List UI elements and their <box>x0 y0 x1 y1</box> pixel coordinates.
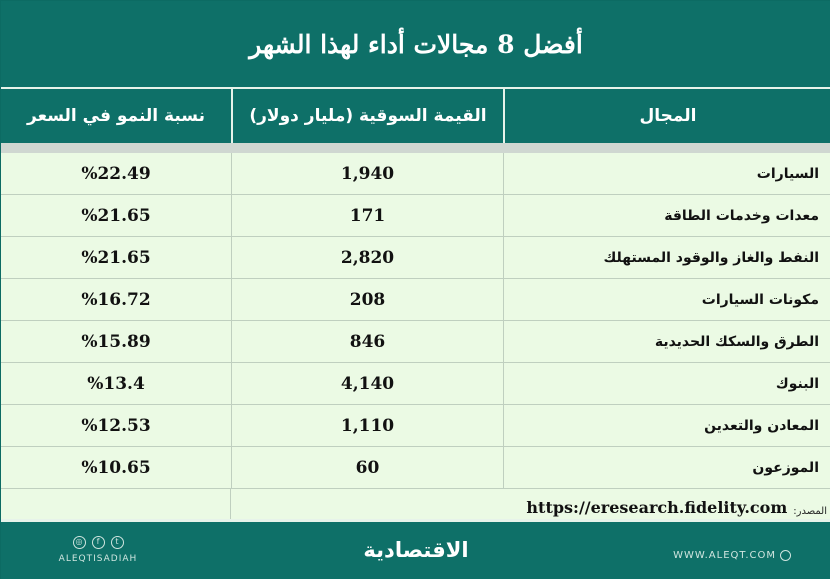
table-row: البنوك 4,140 %13.4 <box>1 363 830 405</box>
sector-cell: السيارات <box>503 153 830 194</box>
table-row: النفط والغاز والوقود المستهلك 2,820 %21.… <box>1 237 830 279</box>
column-header-growth: نسبة النمو في السعر <box>27 106 205 126</box>
table-row: مكونات السيارات 208 %16.72 <box>1 279 830 321</box>
title-bar: أفضل 8 مجالات أداء لهذا الشهر <box>1 1 830 89</box>
page-title: أفضل 8 مجالات أداء لهذا الشهر <box>249 29 583 59</box>
table-header: المجال القيمة السوقية (مليار دولار) نسبة… <box>1 89 830 143</box>
growth-cell: %21.65 <box>81 247 151 268</box>
column-header-market-value: القيمة السوقية (مليار دولار) <box>231 89 503 143</box>
growth-cell: %16.72 <box>81 289 151 310</box>
market-value-cell: 171 <box>231 195 503 236</box>
table-body: السيارات 1,940 %22.49 معدات وخدمات الطاق… <box>1 153 830 521</box>
sector-cell: النفط والغاز والوقود المستهلك <box>503 237 830 278</box>
logo: الاقتصادية <box>363 538 469 562</box>
market-value-cell: 1,940 <box>231 153 503 194</box>
sector-cell: الموزعون <box>503 447 830 488</box>
source-empty-cell <box>1 489 231 521</box>
sector-cell: معدات وخدمات الطاقة <box>503 195 830 236</box>
source-label: المصدر: <box>793 506 827 517</box>
market-value-cell: 2,820 <box>231 237 503 278</box>
sector-cell: مكونات السيارات <box>503 279 830 320</box>
growth-cell: %12.53 <box>81 415 151 436</box>
growth-cell: %13.4 <box>87 373 145 394</box>
sector-cell: البنوك <box>503 363 830 404</box>
source-url: https://eresearch.fidelity.com <box>526 498 788 517</box>
social-handle: ALEQTISADIAH <box>58 554 138 564</box>
social-icons: ◎ f t <box>43 536 153 549</box>
website-url[interactable]: WWW.ALEQT.COM <box>673 550 776 561</box>
website-block: WWW.ALEQT.COM <box>673 550 791 561</box>
growth-cell: %15.89 <box>81 331 151 352</box>
facebook-icon[interactable]: f <box>91 536 105 549</box>
table-row: الطرق والسكك الحديدية 846 %15.89 <box>1 321 830 363</box>
social-block: ◎ f t ALEQTISADIAH <box>43 536 153 564</box>
market-value-cell: 4,140 <box>231 363 503 404</box>
source: المصدر: https://eresearch.fidelity.com <box>231 489 830 521</box>
instagram-icon[interactable]: ◎ <box>72 536 86 549</box>
table-row: المعادن والتعدين 1,110 %12.53 <box>1 405 830 447</box>
table-row: السيارات 1,940 %22.49 <box>1 153 830 195</box>
header-separator <box>1 143 830 153</box>
source-row: المصدر: https://eresearch.fidelity.com <box>1 489 830 521</box>
market-value-cell: 208 <box>231 279 503 320</box>
market-value-cell: 1,110 <box>231 405 503 446</box>
sector-cell: الطرق والسكك الحديدية <box>503 321 830 362</box>
table-row: معدات وخدمات الطاقة 171 %21.65 <box>1 195 830 237</box>
column-header-sector: المجال <box>503 89 830 143</box>
twitter-icon[interactable]: t <box>110 536 124 549</box>
growth-cell: %10.65 <box>81 457 151 478</box>
growth-cell: %21.65 <box>81 205 151 226</box>
table-row: الموزعون 60 %10.65 <box>1 447 830 489</box>
market-value-cell: 60 <box>231 447 503 488</box>
market-value-cell: 846 <box>231 321 503 362</box>
growth-cell: %22.49 <box>81 163 151 184</box>
footer: ◎ f t ALEQTISADIAH الاقتصادية WWW.ALEQT.… <box>1 519 830 579</box>
sector-cell: المعادن والتعدين <box>503 405 830 446</box>
globe-icon <box>780 550 791 561</box>
